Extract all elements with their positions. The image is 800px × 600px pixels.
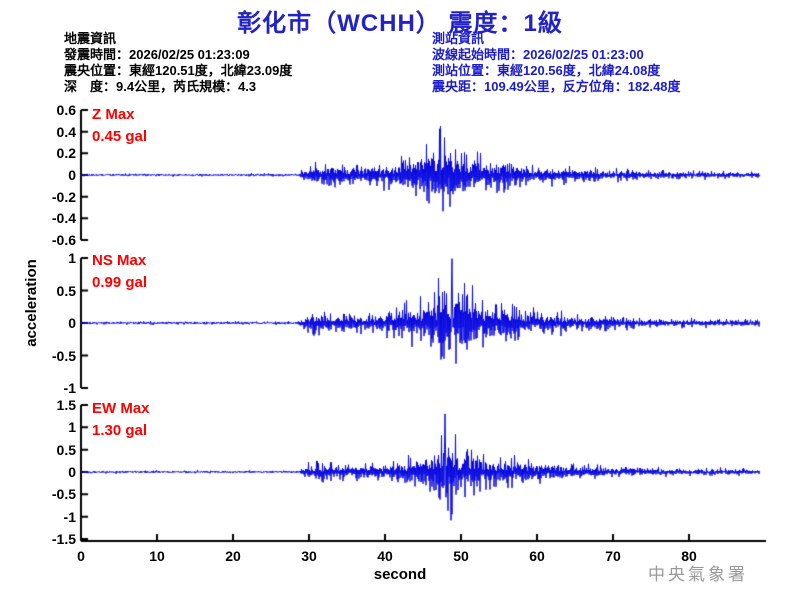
info-line: 波線起始時間：2026/02/25 01:23:00	[432, 47, 644, 62]
y-tick-label: 0.5	[56, 441, 76, 458]
info-line: 震央距：109.49公里，反方位角：182.48度	[432, 79, 681, 94]
info-line: 測站位置：東經120.56度，北緯24.08度	[432, 63, 661, 78]
max-label-component: Z Max	[92, 106, 135, 123]
y-tick-label: 0.5	[56, 282, 76, 299]
y-tick-label: -0.2	[51, 188, 76, 205]
y-tick-label: 0.6	[56, 102, 76, 119]
max-label-component: EW Max	[92, 400, 150, 417]
y-tick-label: -0.5	[51, 347, 76, 364]
info-heading: 地震資訊	[64, 31, 117, 46]
x-tick-label: 40	[377, 548, 393, 564]
x-tick-label: 60	[529, 548, 545, 564]
max-label-value: 0.45 gal	[92, 128, 148, 145]
x-tick-label: 10	[149, 548, 165, 564]
earthquake-info-block: 地震資訊 發震時間：2026/02/25 01:23:09 震央位置：東經120.5…	[64, 31, 292, 95]
y-tick-label: -0.4	[51, 210, 76, 227]
y-tick-label: 0	[68, 167, 76, 183]
y-tick-label: -0.6	[51, 231, 76, 248]
max-label-component: NS Max	[92, 252, 147, 269]
y-tick-label: 1	[68, 250, 76, 266]
max-label-NS: NS Max 0.99 gal	[92, 250, 147, 294]
info-heading: 測站資訊	[432, 31, 485, 46]
y-tick-label: 0	[68, 315, 76, 331]
info-line: 震央位置：東經120.51度，北緯23.09度	[64, 63, 293, 78]
x-tick-label: 20	[225, 548, 241, 564]
x-tick-label: 80	[681, 548, 697, 564]
max-label-value: 1.30 gal	[92, 422, 148, 439]
max-label-Z: Z Max 0.45 gal	[92, 104, 147, 148]
y-tick-label: 0.4	[56, 123, 76, 140]
info-line: 深 度：9.4公里，芮氏規模：4.3	[64, 79, 257, 94]
y-tick-label: -1	[63, 380, 76, 396]
y-tick-label: 1	[68, 419, 76, 436]
x-tick-label: 70	[605, 548, 621, 564]
x-tick-label: 30	[301, 548, 317, 564]
agency-watermark: 中央氣象署	[648, 565, 748, 584]
x-tick-label: 0	[77, 548, 85, 564]
page-title: 彰化市（WCHH） 震度：1級	[237, 10, 563, 37]
y-tick-label: -1	[63, 508, 76, 525]
info-line: 發震時間：2026/02/25 01:23:09	[64, 47, 250, 62]
max-label-value: 0.99 gal	[92, 274, 148, 291]
y-tick-label: 0.2	[56, 145, 76, 162]
station-info-block: 測站資訊 波線起始時間：2026/02/25 01:23:00 測站位置：東經120…	[432, 31, 681, 95]
y-tick-label: 0	[68, 464, 76, 480]
y-tick-label: -0.5	[51, 486, 76, 503]
y-tick-label: 1.5	[56, 396, 76, 413]
y-tick-label: -1.5	[51, 531, 76, 548]
x-axis-label: second	[373, 566, 427, 583]
x-tick-label: 50	[453, 548, 469, 564]
max-label-EW: EW Max 1.30 gal	[92, 398, 150, 442]
